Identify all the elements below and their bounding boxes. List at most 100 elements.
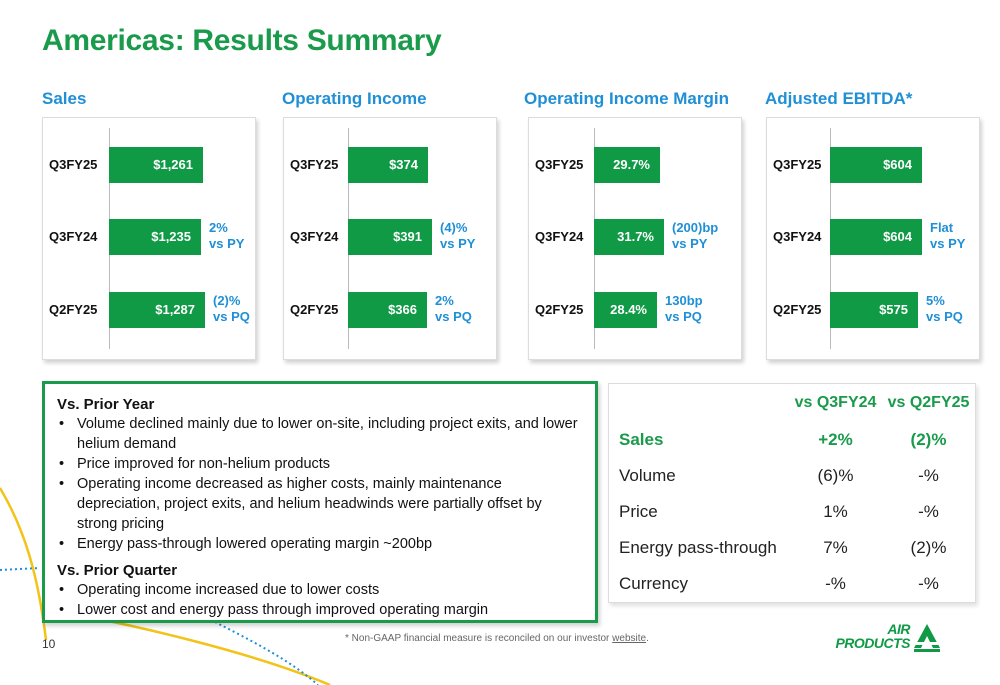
row-label: Price [619,502,658,521]
table-row-sales: Sales +2% (2)% [609,422,975,458]
logo-line1: AIR [887,621,910,637]
bar: $1,287 [109,292,205,328]
sales-chart: Q3FY25 $1,261 Q3FY24 $1,235 2% vs PY Q2FY25 $1,… [42,117,256,360]
table-header-vs-py: vs Q3FY24 [794,394,877,411]
change-label: (2)% vs PQ [213,293,250,325]
category-label: Q3FY24 [290,229,339,244]
category-label: Q3FY25 [49,157,98,172]
change-basis: vs PY [440,236,476,251]
bar: $1,261 [109,147,203,183]
investor-website-link[interactable]: website [612,633,647,644]
chart-row: Q2FY25 28.4% 130bp vs PQ [529,292,741,328]
change-basis: vs PY [672,236,708,251]
chart-row: Q2FY25 $366 2% vs PQ [284,292,496,328]
row-vs-py: +2% [818,430,853,449]
change-value: 2% [209,220,228,235]
change-basis: vs PY [209,236,245,251]
prior-quarter-list: Operating income increased due to lower … [57,580,585,620]
category-label: Q2FY25 [49,302,98,317]
chart-row: Q3FY24 $604 Flat vs PY [767,219,979,255]
table-row: Energy pass-through 7% (2)% [609,530,975,566]
operating-income-chart: Q3FY25 $374 Q3FY24 $391 (4)% vs PY Q2FY25 $366 2… [283,117,497,360]
bar: $575 [830,292,918,328]
bar: 31.7% [594,219,664,255]
change-basis: vs PY [930,236,966,251]
change-value: 2% [435,293,454,308]
operating-margin-chart: Q3FY25 29.7% Q3FY24 31.7% (200)bp vs PY Q2FY25… [528,117,742,360]
chart-row: Q2FY25 $1,287 (2)% vs PQ [43,292,255,328]
chart-row: Q3FY24 $1,235 2% vs PY [43,219,255,255]
bar: $366 [348,292,427,328]
list-item: Operating income decreased as higher cos… [57,474,585,534]
change-value: (200)bp [672,220,719,235]
category-label: Q3FY25 [773,157,822,172]
footnote: * Non-GAAP financial measure is reconcil… [345,633,649,644]
prior-quarter-heading: Vs. Prior Quarter [57,562,178,579]
change-value: 5% [926,293,945,308]
commentary-box: Vs. Prior Year Volume declined mainly du… [42,381,598,623]
table-row: Currency -% -% [609,566,975,602]
table-header-row: vs Q3FY24 vs Q2FY25 [609,384,975,422]
logo-mark-icon [914,624,940,652]
change-value: Flat [930,220,954,235]
category-label: Q2FY25 [290,302,339,317]
change-label: Flat vs PY [930,220,965,252]
chart-row: Q2FY25 $575 5% vs PQ [767,292,979,328]
change-value: 130bp [665,293,703,308]
chart-row: Q3FY25 $1,261 [43,147,255,183]
change-basis: vs PQ [435,309,472,324]
adjusted-ebitda-chart: Q3FY25 $604 Q3FY24 $604 Flat vs PY Q2FY25 $575 5… [766,117,980,360]
table-header-vs-pq: vs Q2FY25 [887,394,970,411]
prior-year-list: Volume declined mainly due to lower on-s… [57,414,585,554]
footnote-end: . [646,633,649,644]
bar: $604 [830,147,922,183]
change-value: (4)% [440,220,468,235]
category-label: Q2FY25 [535,302,584,317]
change-label: (200)bp vs PY [672,220,718,252]
list-item: Price improved for non-helium products [57,454,585,474]
category-label: Q3FY24 [773,229,822,244]
prior-year-heading: Vs. Prior Year [57,396,155,413]
row-vs-py: 1% [823,502,848,521]
list-item: Operating income increased due to lower … [57,580,585,600]
change-label: 5% vs PQ [926,293,963,325]
row-vs-pq: (2)% [910,538,947,557]
bar: 29.7% [594,147,660,183]
bar: $391 [348,219,432,255]
variance-table: vs Q3FY24 vs Q2FY25 Sales +2% (2)% Volum… [608,383,976,603]
table-row: Price 1% -% [609,494,975,530]
category-label: Q3FY24 [49,229,98,244]
chart-row: Q3FY24 $391 (4)% vs PY [284,219,496,255]
change-label: 2% vs PY [209,220,244,252]
category-label: Q3FY24 [535,229,584,244]
category-label: Q3FY25 [535,157,584,172]
chart-title-operating-income: Operating Income [282,89,427,108]
bar: $1,235 [109,219,201,255]
row-vs-pq: (2)% [910,430,947,449]
row-label: Currency [619,574,688,593]
category-label: Q3FY25 [290,157,339,172]
row-vs-pq: -% [918,574,939,593]
change-basis: vs PQ [665,309,702,324]
chart-title-sales: Sales [42,89,87,108]
bar: $604 [830,219,922,255]
chart-row: Q3FY25 29.7% [529,147,741,183]
list-item: Volume declined mainly due to lower on-s… [57,414,585,454]
table-header [609,384,789,422]
row-vs-py: -% [825,574,846,593]
list-item: Lower cost and energy pass through impro… [57,600,585,620]
chart-title-adjusted-ebitda: Adjusted EBITDA* [765,89,913,108]
change-basis: vs PQ [926,309,963,324]
bar: 28.4% [594,292,657,328]
change-label: (4)% vs PY [440,220,475,252]
air-products-logo: AIR PRODUCTS [826,622,942,656]
table-row: Volume (6)% -% [609,458,975,494]
row-label: Volume [619,466,676,485]
row-vs-py: (6)% [817,466,854,485]
row-vs-py: 7% [823,538,848,557]
category-label: Q2FY25 [773,302,822,317]
row-label: Energy pass-through [619,538,777,557]
row-label: Sales [619,430,664,449]
footnote-text: * Non-GAAP financial measure is reconcil… [345,633,613,644]
chart-row: Q3FY25 $374 [284,147,496,183]
